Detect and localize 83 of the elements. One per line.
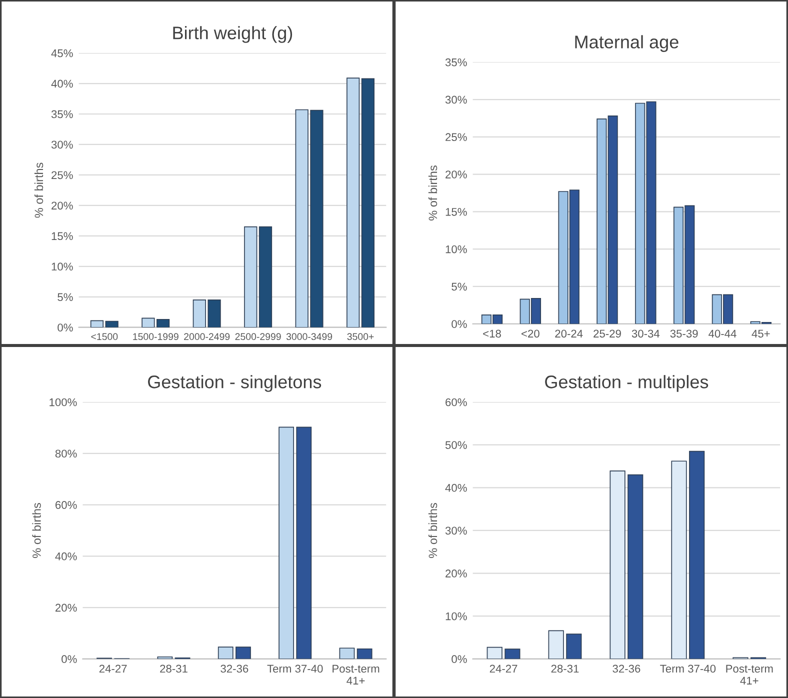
y-tick-label: 60% <box>446 398 467 406</box>
x-tick-label: 32-36 <box>612 664 640 673</box>
y-tick-label: 15% <box>446 208 467 216</box>
bar <box>258 226 272 328</box>
chart-title: Birth weight (g) <box>173 26 292 43</box>
y-tick-label: 40% <box>51 80 73 88</box>
y-tick-label: 15% <box>52 232 73 240</box>
y-tick-label: 40% <box>445 484 467 492</box>
chart-title: Gestation - singletons <box>148 375 322 392</box>
bar <box>236 646 251 659</box>
bar <box>671 460 687 659</box>
y-tick-label: 25% <box>446 133 467 142</box>
x-tick-label: 32-36 <box>220 664 248 673</box>
bar <box>105 320 118 328</box>
y-tick-label: 5% <box>452 282 467 291</box>
x-tick-label: 40-44 <box>708 330 736 338</box>
bar <box>628 474 644 659</box>
y-tick-label: 10% <box>52 262 73 271</box>
y-tick-label: 20% <box>446 170 467 178</box>
x-tick-label: 1500-1999 <box>133 333 178 340</box>
y-tick-label: 30% <box>51 140 73 149</box>
y-tick-label: 25% <box>52 171 73 180</box>
y-axis-title: % of births <box>428 503 438 558</box>
y-tick-label: 10% <box>446 612 467 620</box>
chart-title: Gestation - multiples <box>545 375 708 392</box>
x-tick-label: 45+ <box>752 330 770 338</box>
y-tick-label: 30% <box>445 96 467 104</box>
x-tick-label: Term 37-40 <box>267 664 323 673</box>
x-tick-label: <20 <box>522 330 540 338</box>
y-tick-label: 10% <box>446 245 467 254</box>
chart-title: Maternal age <box>575 35 678 52</box>
y-tick-label: 35% <box>51 110 73 118</box>
x-tick-label: <1500 <box>91 333 118 340</box>
y-tick-label: 30% <box>445 526 467 535</box>
y-tick-label: 100% <box>50 398 77 406</box>
bar <box>361 78 375 328</box>
x-tick-label: 2000-2499 <box>184 333 230 340</box>
bar <box>504 648 520 659</box>
y-tick-label: 0% <box>62 655 77 664</box>
bar <box>566 634 582 659</box>
bar <box>296 426 312 659</box>
x-tick-label: 24-27 <box>99 664 127 673</box>
y-tick-label: 45% <box>51 49 73 58</box>
x-tick-label: 3500+ <box>347 333 374 340</box>
y-tick-label: 20% <box>52 202 73 210</box>
bar <box>218 646 234 659</box>
y-tick-label: 60% <box>56 501 77 509</box>
x-tick-label: 3000-3499 <box>286 333 332 340</box>
y-tick-label: 80% <box>55 450 77 458</box>
x-tick-label: 28-31 <box>160 664 188 673</box>
x-tick-label: 30-34 <box>632 330 660 338</box>
bar <box>548 630 564 659</box>
y-axis-title: % of births <box>34 162 44 218</box>
y-axis-title: % of births <box>32 503 41 558</box>
y-tick-label: 35% <box>445 58 467 66</box>
y-tick-label: 0% <box>452 320 467 328</box>
x-tick-label: 2500-2999 <box>235 333 281 340</box>
bar <box>90 320 104 328</box>
x-tick-label: Post-term 41+ <box>726 664 773 684</box>
y-tick-label: 5% <box>58 293 73 302</box>
bar <box>610 470 626 659</box>
y-tick-label: 0% <box>452 655 467 664</box>
bar <box>689 450 705 659</box>
y-tick-label: 50% <box>445 441 467 449</box>
x-tick-label: 35-39 <box>670 330 698 338</box>
x-tick-label: Term 37-40 <box>660 664 716 673</box>
x-tick-label: 25-29 <box>594 330 621 338</box>
x-tick-label: Post-term 41+ <box>332 664 380 684</box>
bar <box>346 78 360 328</box>
x-tick-label: 20-24 <box>555 330 583 338</box>
y-tick-label: 40% <box>55 552 77 560</box>
y-axis-title: % of births <box>428 166 438 220</box>
bar <box>356 648 372 659</box>
x-tick-label: <18 <box>483 330 501 338</box>
bar <box>244 226 258 328</box>
x-tick-label: 24-27 <box>490 664 518 673</box>
x-tick-label: 28-31 <box>551 664 579 673</box>
y-tick-label: 20% <box>446 570 467 578</box>
bar <box>278 426 294 659</box>
bar <box>486 646 502 659</box>
bar <box>339 648 355 659</box>
y-tick-label: 20% <box>56 604 77 612</box>
y-tick-label: 0% <box>58 324 73 332</box>
